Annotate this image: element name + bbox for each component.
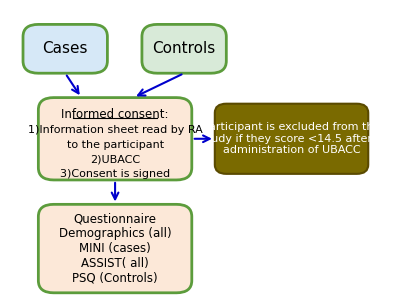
Text: Demographics (all): Demographics (all) — [59, 228, 171, 240]
Text: Informed consent:: Informed consent: — [61, 108, 169, 121]
Text: PSQ (Controls): PSQ (Controls) — [72, 271, 158, 284]
Text: Cases: Cases — [42, 41, 88, 56]
Text: ASSIST( all): ASSIST( all) — [81, 257, 149, 270]
Text: Questionnaire: Questionnaire — [74, 213, 156, 226]
FancyBboxPatch shape — [215, 104, 368, 174]
Text: 2)UBACC: 2)UBACC — [90, 154, 140, 164]
FancyBboxPatch shape — [142, 24, 226, 73]
Text: 3)Consent is signed: 3)Consent is signed — [60, 169, 170, 179]
Text: 1)Information sheet read by RA: 1)Information sheet read by RA — [28, 125, 202, 135]
FancyBboxPatch shape — [38, 204, 192, 293]
Text: to the participant: to the participant — [66, 140, 164, 150]
Text: Controls: Controls — [152, 41, 216, 56]
Text: MINI (cases): MINI (cases) — [79, 242, 151, 255]
FancyBboxPatch shape — [38, 98, 192, 180]
FancyBboxPatch shape — [23, 24, 108, 73]
Text: participant is excluded from the
study if they score <14.5 after 4
administratio: participant is excluded from the study i… — [201, 122, 382, 155]
